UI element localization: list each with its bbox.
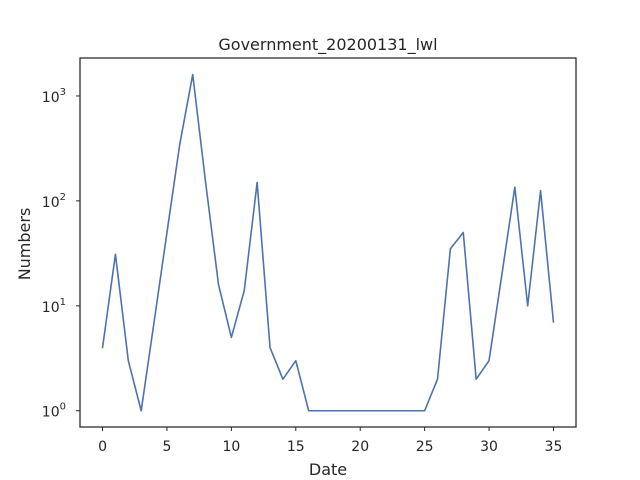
y-axis-label: Numbers: [15, 208, 34, 281]
plot-area: 0 5 10 15 20 25 30 35 100 101 102 103: [42, 57, 577, 455]
x-tick-label: 15: [287, 439, 305, 455]
x-tick-label: 5: [163, 439, 172, 455]
x-tick-label: 30: [480, 439, 498, 455]
x-tick-label: 10: [222, 439, 240, 455]
y-tick-label: 101: [42, 297, 66, 316]
plot-frame: [79, 57, 577, 428]
y-tick-label: 103: [42, 87, 66, 106]
x-tick-label: 25: [416, 439, 434, 455]
x-axis-label: Date: [309, 460, 347, 479]
y-tick-label: 100: [42, 402, 66, 421]
x-tick-label: 35: [545, 439, 563, 455]
x-tick-label: 0: [98, 439, 107, 455]
series-line-0: [101, 73, 555, 412]
x-tick-label: 20: [351, 439, 369, 455]
y-tick-label: 102: [42, 192, 66, 211]
chart-title: Government_20200131_lwl: [218, 35, 437, 55]
